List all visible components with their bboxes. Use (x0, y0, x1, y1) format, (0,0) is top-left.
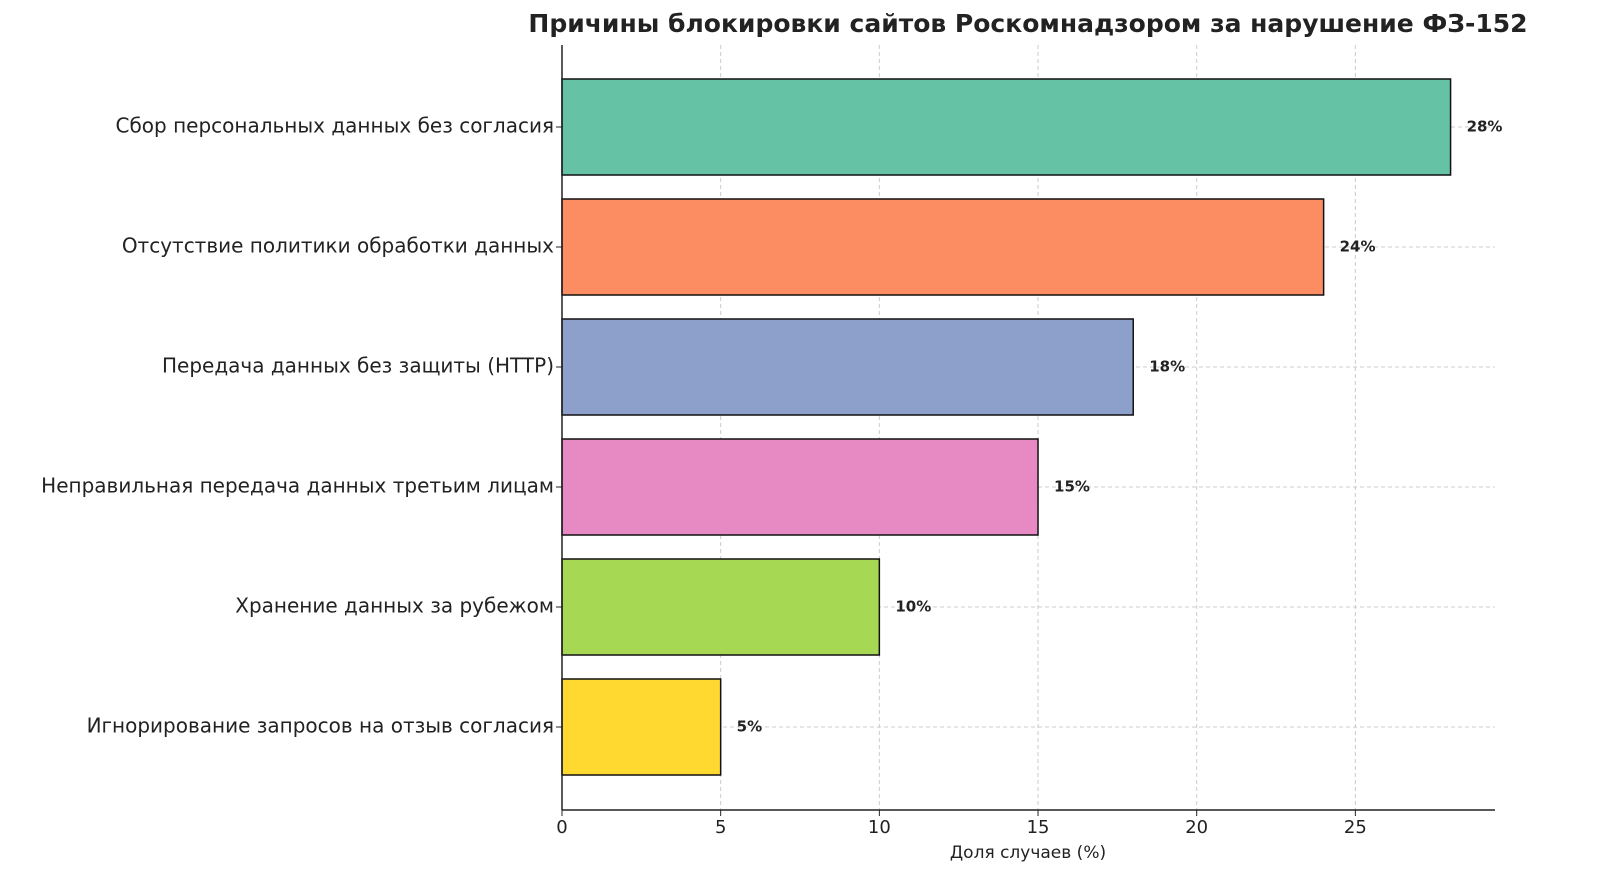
value-label: 5% (737, 718, 762, 736)
bar (561, 438, 1039, 536)
value-label: 18% (1149, 358, 1185, 376)
value-label: 28% (1467, 118, 1503, 136)
x-tick-label: 25 (1344, 817, 1367, 838)
bar (561, 318, 1134, 416)
y-tick-label: Хранение данных за рубежом (235, 594, 554, 618)
x-tick-label: 10 (868, 817, 891, 838)
y-tick-label: Игнорирование запросов на отзыв согласия (87, 714, 554, 738)
bar (561, 678, 722, 776)
value-label: 15% (1054, 478, 1090, 496)
x-tick-label: 15 (1027, 817, 1050, 838)
value-label: 24% (1340, 238, 1376, 256)
x-axis-label: Доля случаев (%) (950, 843, 1106, 863)
bar (561, 558, 881, 656)
y-tick-label: Неправильная передача данных третьим лиц… (41, 474, 554, 498)
bar (561, 78, 1452, 176)
value-label: 10% (895, 598, 931, 616)
x-tick-label: 20 (1185, 817, 1208, 838)
x-tick-label: 5 (715, 817, 726, 838)
bar (561, 198, 1325, 296)
chart-title: Причины блокировки сайтов Роскомнадзором… (528, 9, 1527, 38)
y-tick-label: Отсутствие политики обработки данных (122, 234, 554, 258)
x-tick-label: 0 (556, 817, 567, 838)
y-tick-label: Сбор персональных данных без согласия (115, 114, 554, 138)
y-tick-label: Передача данных без защиты (HTTP) (162, 354, 554, 378)
